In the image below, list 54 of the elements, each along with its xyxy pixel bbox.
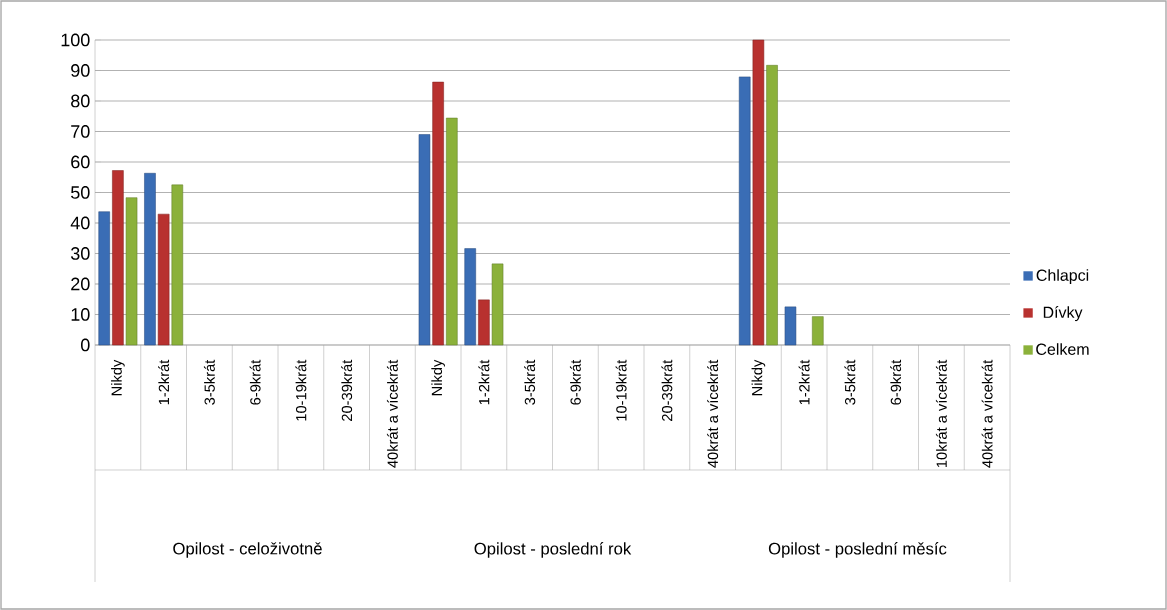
x-tick-label: 1-2krát — [158, 359, 170, 405]
x-tick-label: Nikdy — [111, 359, 125, 396]
bar — [446, 117, 458, 346]
y-tick-label: 60 — [71, 155, 90, 169]
text: Opilost - celoživotně — [173, 542, 322, 558]
text: Opilost - poslední rok — [474, 542, 632, 558]
y-tick-label: 0 — [81, 338, 90, 352]
bar — [478, 299, 490, 346]
legend-label: Celkem — [1036, 343, 1089, 355]
x-tick-label: 1-2krát — [798, 359, 810, 405]
x-tick-label: 10krát a vícekrát — [935, 359, 947, 468]
y-tick-label: 30 — [70, 247, 90, 260]
x-tick-label: 20-39krát — [661, 359, 673, 421]
x-tick-label: 6-9krát — [890, 359, 902, 405]
x-tick-label: 6-9krát — [569, 359, 581, 405]
bar — [491, 263, 504, 346]
x-tick-label: 6-9krát — [249, 359, 261, 405]
bar — [812, 316, 824, 346]
x-tick-label: 3-5krát — [844, 359, 856, 405]
text: Opilost - poslední měsíc — [768, 542, 947, 558]
x-tick-label: 40krát a vícekrát — [386, 359, 398, 468]
bar — [432, 81, 444, 346]
bar — [766, 65, 778, 346]
y-tick-label: 70 — [71, 125, 90, 138]
x-tick-label: 20-39krát — [341, 359, 353, 421]
y-tick-label: 100 — [61, 33, 90, 47]
x-tick-label: 40krát a vícekrát — [981, 359, 993, 468]
x-tick-label: Nikdy — [431, 359, 445, 396]
bar — [98, 211, 110, 346]
bar — [752, 39, 765, 346]
x-tick-label: 3-5krát — [524, 359, 536, 405]
x-tick-label: 10-19krát — [615, 359, 627, 421]
bar — [144, 173, 156, 346]
y-tick-label: 40 — [70, 216, 90, 230]
y-tick-label: 20 — [71, 277, 90, 291]
legend-label: Chlapci — [1036, 269, 1089, 285]
legend-label: Dívky — [1043, 306, 1083, 322]
y-tick-label: 80 — [71, 94, 90, 108]
bar — [784, 306, 797, 346]
bar — [738, 76, 751, 346]
bar — [171, 184, 184, 346]
y-tick-label: 10 — [71, 308, 90, 321]
y-tick-label: 50 — [70, 186, 90, 199]
bar — [157, 213, 170, 346]
x-tick-label: Nikdy — [751, 359, 766, 396]
x-tick-label: 3-5krát — [203, 359, 215, 405]
x-tick-label: 40krát a vícekrát — [707, 359, 719, 468]
bar — [125, 197, 138, 346]
bar — [112, 170, 124, 346]
x-tick-label: 10-19krát — [295, 359, 307, 421]
bar — [418, 134, 431, 346]
y-tick-label: 90 — [71, 64, 90, 77]
x-tick-label: 1-2krát — [478, 359, 490, 405]
bar — [464, 248, 476, 346]
